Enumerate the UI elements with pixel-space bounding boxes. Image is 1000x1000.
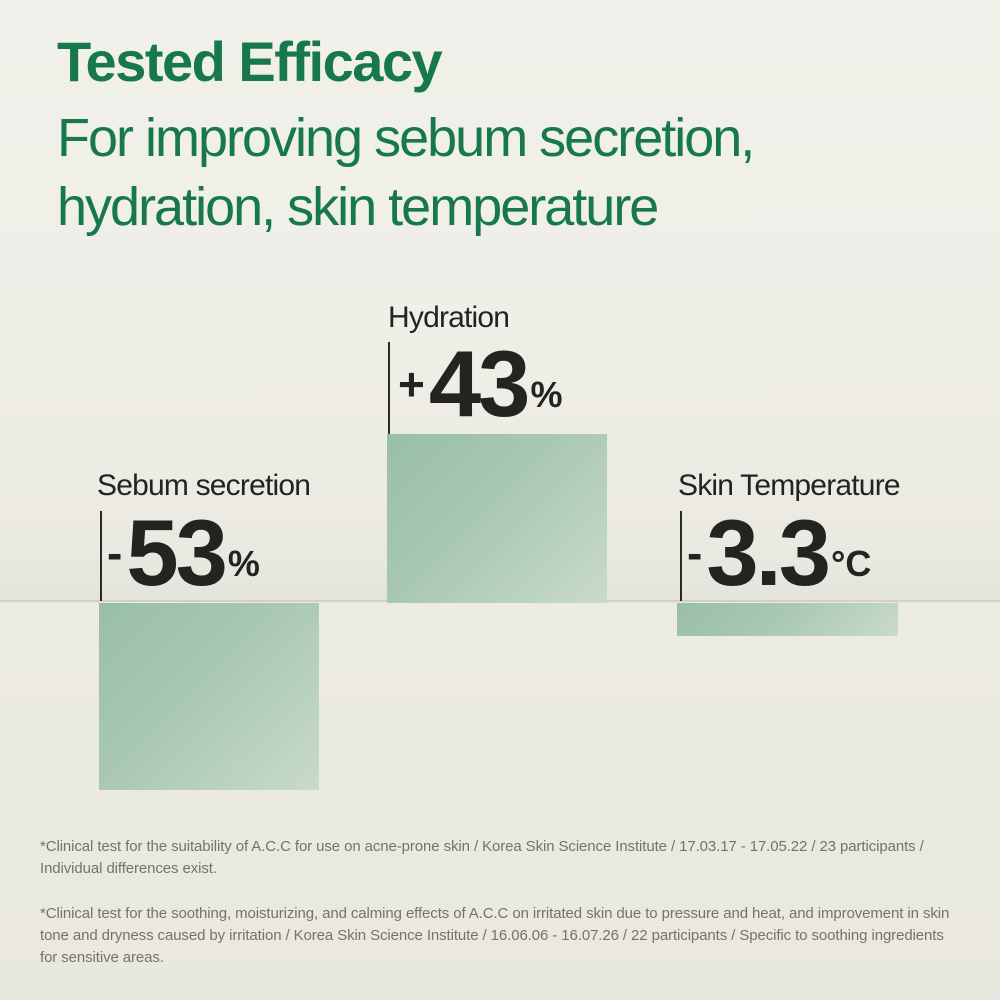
axis-tick-hydration — [388, 342, 390, 434]
page-subtitle-line2: hydration, skin temperature — [57, 176, 659, 237]
bar-rect-hydration — [387, 434, 607, 603]
value-number: 43 — [428, 331, 531, 436]
axis-tick-sebum-secretion — [100, 511, 102, 601]
page-title: Tested Efficacy — [57, 30, 443, 93]
value-unit: % — [530, 374, 563, 415]
bar-rect-sebum-secretion — [99, 603, 319, 790]
axis-tick-skin-temperature — [680, 511, 682, 601]
bar-label-skin-temperature: Skin Temperature — [678, 469, 901, 502]
value-number: 3.3 — [706, 500, 831, 605]
value-sign: + — [398, 358, 425, 410]
bar-value-skin-temperature: - 3.3 °C — [687, 500, 872, 605]
bar-value-hydration: + 43 % — [398, 331, 563, 436]
value-sign: - — [687, 527, 703, 579]
page-header: Tested Efficacy For improving sebum secr… — [57, 30, 755, 242]
footnote-1: *Clinical test for the suitability of A.… — [40, 838, 924, 877]
footnotes-section: *Clinical test for the suitability of A.… — [40, 836, 964, 992]
value-number: 53 — [126, 500, 228, 605]
value-unit: % — [227, 543, 260, 584]
page-subtitle: For improving sebum secretion, hydration… — [57, 104, 755, 242]
bar-value-sebum-secretion: - 53 % — [107, 500, 260, 605]
bar-label-hydration: Hydration — [388, 301, 510, 334]
value-sign: - — [107, 527, 123, 579]
bar-label-sebum-secretion: Sebum secretion — [97, 469, 311, 502]
page-subtitle-line1: For improving sebum secretion, — [57, 107, 755, 168]
value-unit: °C — [831, 543, 872, 584]
bar-rect-skin-temperature — [677, 603, 898, 636]
footnote-2: *Clinical test for the soothing, moistur… — [40, 905, 950, 966]
